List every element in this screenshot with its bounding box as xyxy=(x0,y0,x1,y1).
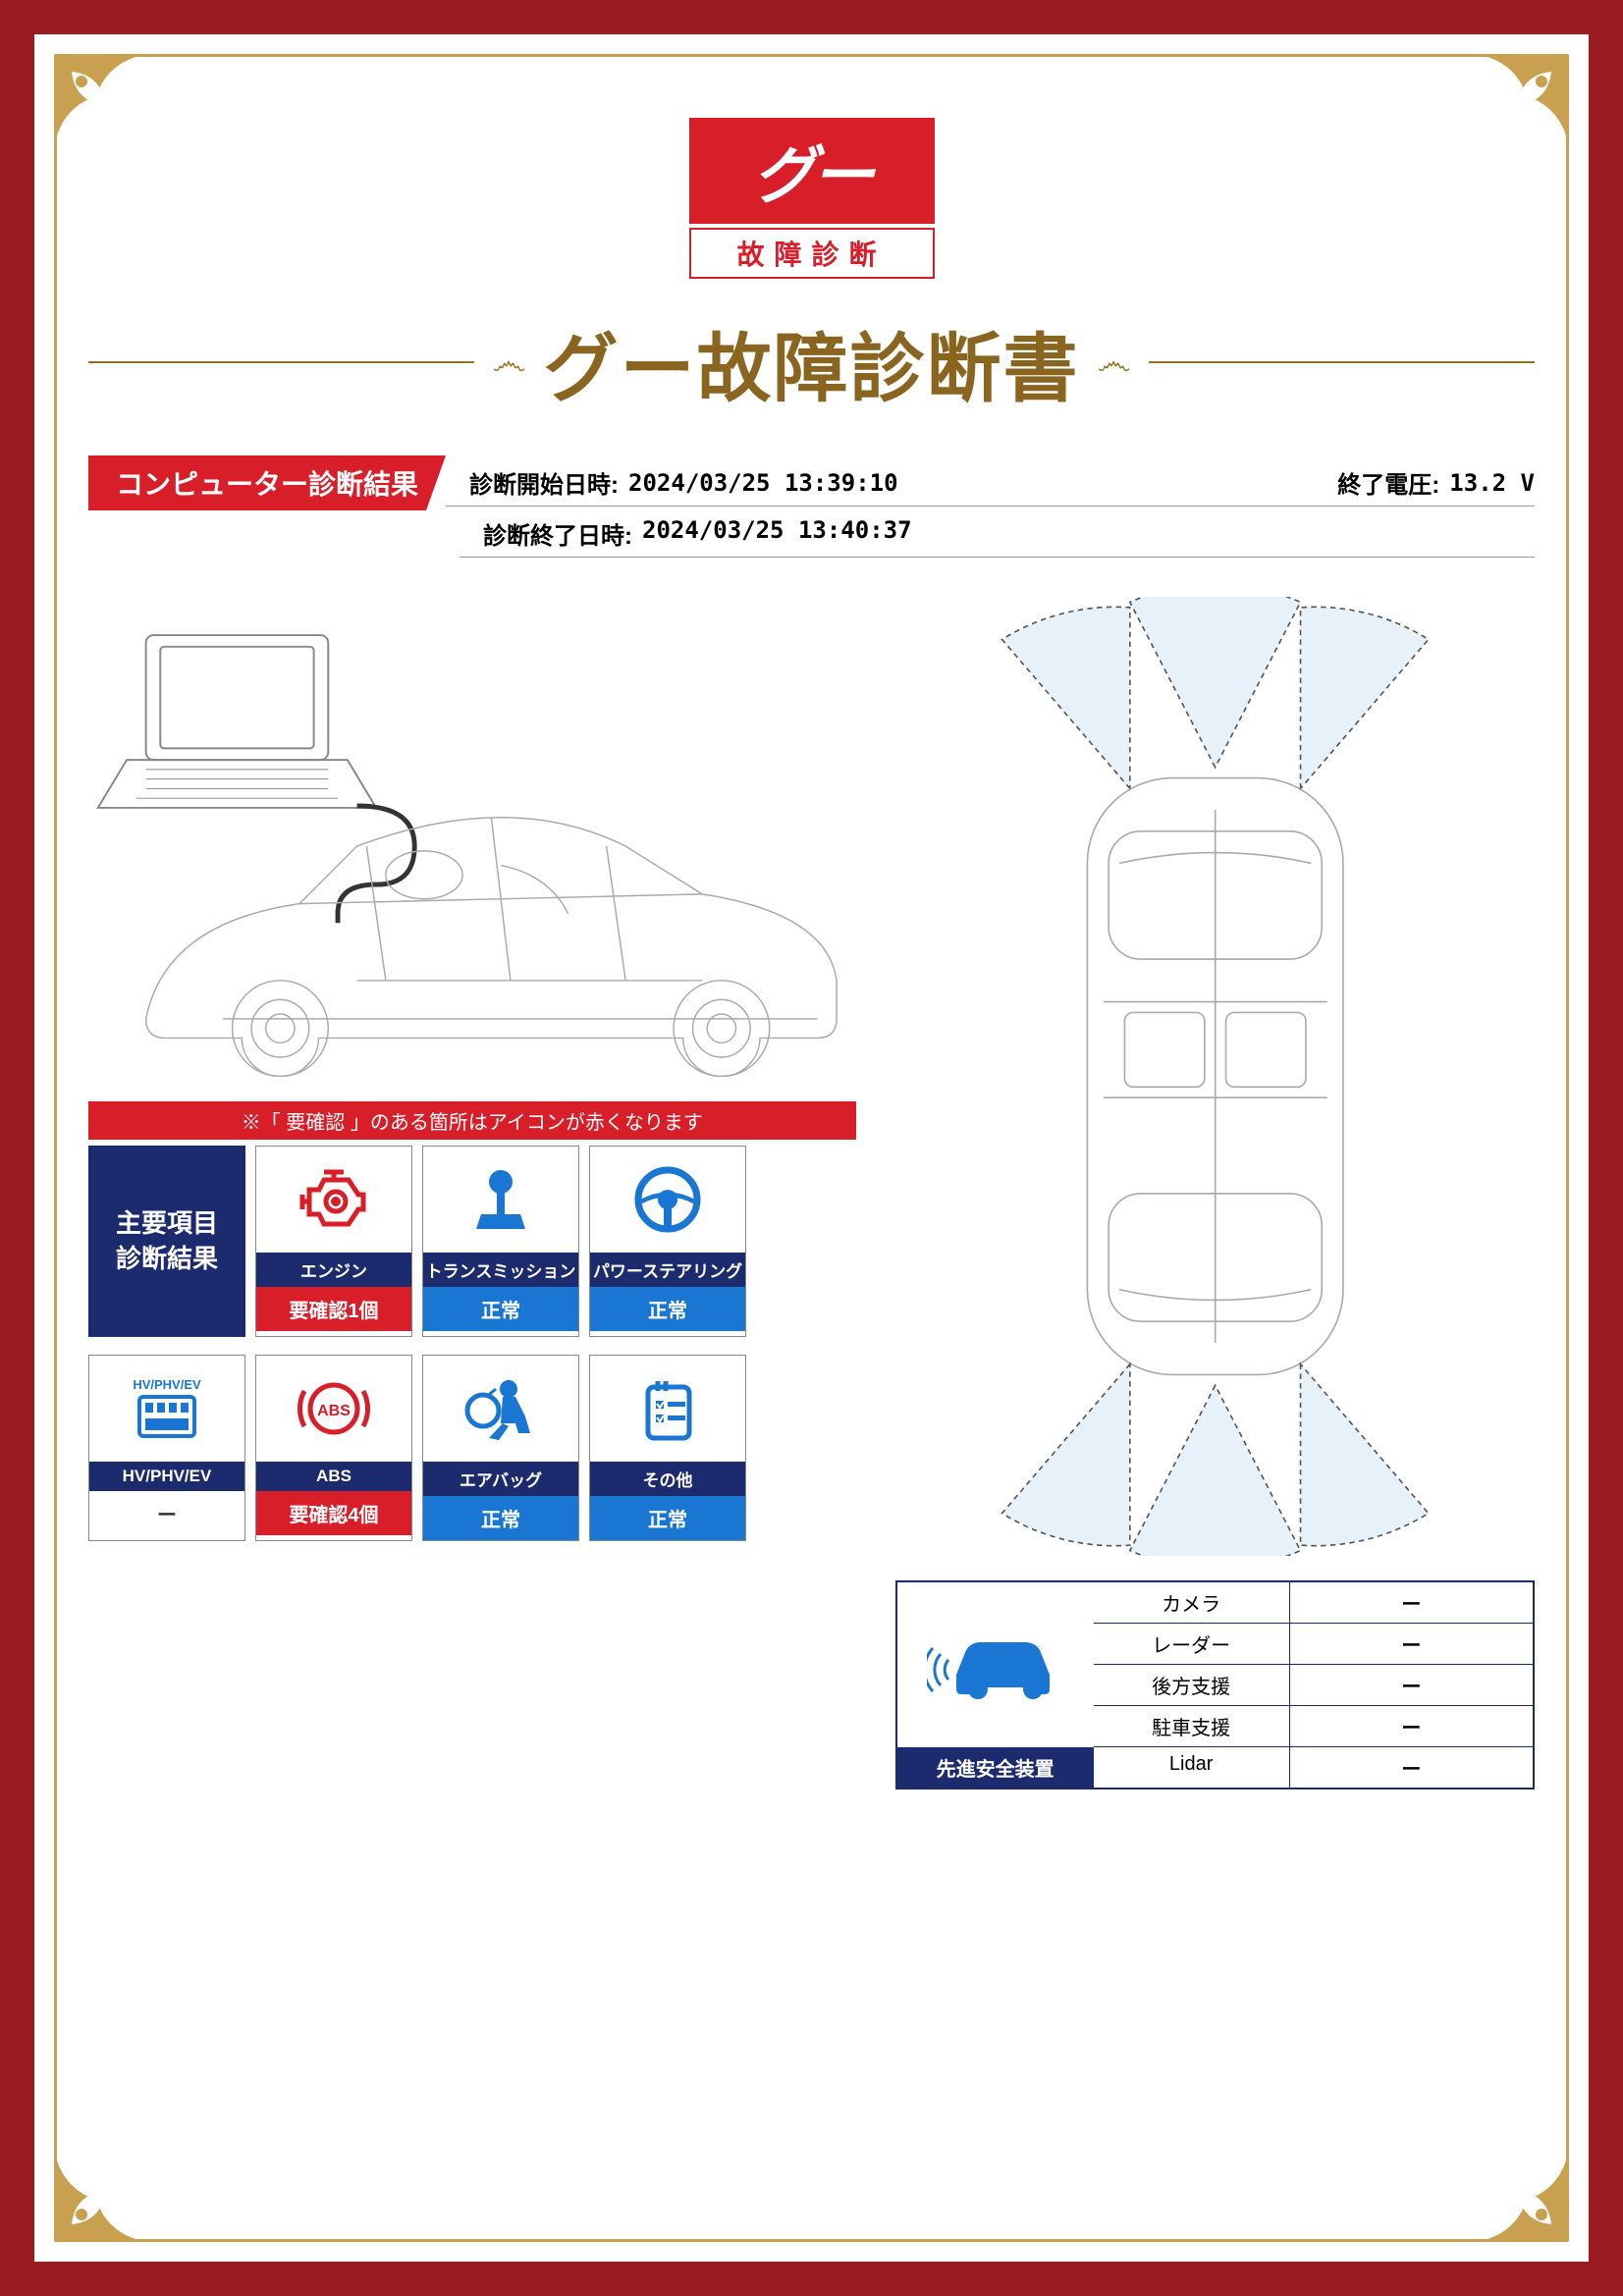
main-result-card: 主要項目診断結果 xyxy=(88,1146,245,1337)
end-label: 診断終了日時: xyxy=(483,516,632,551)
safety-key: カメラ xyxy=(1094,1582,1290,1623)
title-line xyxy=(1149,361,1535,363)
svg-text:ABS: ABS xyxy=(317,1403,351,1419)
card-status: ー xyxy=(89,1491,244,1535)
card-name: その他 xyxy=(590,1462,745,1496)
banner-tag: コンピューター診断結果 xyxy=(88,455,446,510)
diagnosis-header: コンピューター診断結果 診断開始日時: 2024/03/25 13:39:10 … xyxy=(88,455,1535,510)
safety-row: 後方支援ー xyxy=(1094,1665,1533,1706)
other-icon xyxy=(590,1356,745,1462)
card-name: エアバッグ xyxy=(423,1462,578,1496)
card-status: 要確認4個 xyxy=(256,1491,411,1535)
airbag-icon xyxy=(423,1356,578,1462)
hv-icon: HV/PHV/EV xyxy=(89,1356,244,1462)
steer-icon xyxy=(590,1147,745,1253)
diagnosis-card: パワーステアリング 正常 xyxy=(589,1146,746,1337)
card-name: トランスミッション xyxy=(423,1253,578,1287)
card-status: 正常 xyxy=(423,1496,578,1540)
safety-row: Lidarー xyxy=(1094,1747,1533,1788)
safety-car-icon xyxy=(897,1582,1094,1747)
safety-val: ー xyxy=(1290,1665,1533,1705)
trans-icon xyxy=(423,1147,578,1253)
card-status: 正常 xyxy=(590,1287,745,1331)
card-name: ABS xyxy=(256,1462,411,1491)
safety-key: 駐車支援 xyxy=(1094,1706,1290,1746)
logo-sub: 故障診断 xyxy=(689,228,935,279)
safety-label: 先進安全装置 xyxy=(897,1747,1094,1788)
flourish-icon: ෴ xyxy=(492,342,525,384)
diagnosis-card: HV/PHV/EV HV/PHV/EV ー xyxy=(88,1355,245,1541)
card-status: 正常 xyxy=(423,1287,578,1331)
end-value: 2024/03/25 13:40:37 xyxy=(642,516,912,551)
diagnosis-card: その他 正常 xyxy=(589,1355,746,1541)
diagnosis-card: エアバッグ 正常 xyxy=(422,1355,579,1541)
safety-key: 後方支援 xyxy=(1094,1665,1290,1705)
volt-label: 終了電圧: xyxy=(1337,465,1439,500)
diagnosis-card: エンジン 要確認1個 xyxy=(255,1146,412,1337)
safety-row: レーダーー xyxy=(1094,1624,1533,1665)
logo: グー 故障診断 xyxy=(689,118,935,279)
card-status: 正常 xyxy=(590,1496,745,1540)
safety-equipment-table: 先進安全装置 カメラーレーダーー後方支援ー駐車支援ーLidarー xyxy=(895,1580,1535,1789)
engine-icon xyxy=(256,1147,411,1253)
title-line xyxy=(88,361,474,363)
card-name: HV/PHV/EV xyxy=(89,1462,244,1491)
safety-val: ー xyxy=(1290,1624,1533,1664)
card-status: 要確認1個 xyxy=(256,1287,411,1331)
start-label: 診断開始日時: xyxy=(469,465,619,500)
safety-key: レーダー xyxy=(1094,1624,1290,1664)
svg-text:HV/PHV/EV: HV/PHV/EV xyxy=(133,1377,201,1392)
start-value: 2024/03/25 13:39:10 xyxy=(628,469,898,497)
results-note: ※「 要確認 」のある箇所はアイコンが赤くなります xyxy=(88,1101,856,1140)
diagnosis-header-row2: 診断終了日時: 2024/03/25 13:40:37 xyxy=(460,510,1535,558)
content-area: グー 故障診断 ෴ グー故障診断書 ෴ コンピューター診断結果 診断開始日時: … xyxy=(88,88,1535,2208)
logo-main: グー xyxy=(689,118,935,224)
page-title: グー故障診断書 xyxy=(544,308,1080,416)
title-row: ෴ グー故障診断書 ෴ xyxy=(88,308,1535,416)
diagram-area: ※「 要確認 」のある箇所はアイコンが赤くなります 主要項目診断結果 エンジン … xyxy=(88,597,1535,1789)
flourish-icon: ෴ xyxy=(1098,342,1131,384)
diagnosis-card: トランスミッション 正常 xyxy=(422,1146,579,1337)
safety-val: ー xyxy=(1290,1706,1533,1746)
card-name: パワーステアリング xyxy=(590,1253,745,1287)
card-name: エンジン xyxy=(256,1253,411,1287)
safety-row: カメラー xyxy=(1094,1582,1533,1624)
safety-key: Lidar xyxy=(1094,1747,1290,1788)
results-panel: ※「 要確認 」のある箇所はアイコンが赤くなります 主要項目診断結果 エンジン … xyxy=(88,1101,856,1541)
diagnosis-card: ABS ABS 要確認4個 xyxy=(255,1355,412,1541)
car-laptop-diagram xyxy=(88,597,856,1077)
abs-icon: ABS xyxy=(256,1356,411,1462)
volt-value: 13.2 V xyxy=(1449,469,1535,497)
car-sensor-diagram xyxy=(895,597,1535,1556)
safety-val: ー xyxy=(1290,1582,1533,1623)
safety-row: 駐車支援ー xyxy=(1094,1706,1533,1747)
safety-val: ー xyxy=(1290,1747,1533,1788)
